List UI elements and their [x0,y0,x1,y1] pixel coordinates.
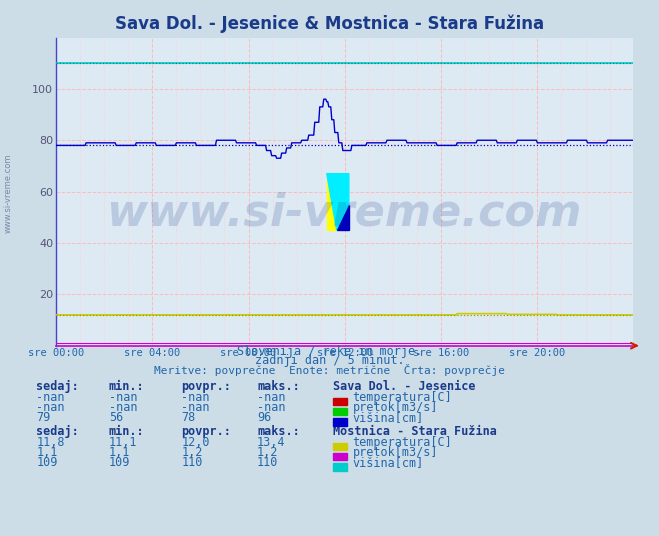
Text: min.:: min.: [109,425,144,438]
Text: 109: 109 [109,456,130,470]
Text: -nan: -nan [109,401,137,414]
Text: maks.:: maks.: [257,380,300,393]
Text: Mostnica - Stara Fužina: Mostnica - Stara Fužina [333,425,497,438]
Text: temperatura[C]: temperatura[C] [353,436,452,449]
Text: 1,1: 1,1 [109,446,130,459]
Text: maks.:: maks.: [257,425,300,438]
Text: 56: 56 [109,411,123,425]
Text: pretok[m3/s]: pretok[m3/s] [353,401,438,414]
Text: 1,2: 1,2 [257,446,278,459]
Text: 110: 110 [181,456,202,470]
Text: 11,8: 11,8 [36,436,65,449]
Text: temperatura[C]: temperatura[C] [353,391,452,404]
Text: -nan: -nan [36,391,65,404]
Text: višina[cm]: višina[cm] [353,411,424,425]
Text: 11,1: 11,1 [109,436,137,449]
Text: -nan: -nan [257,401,285,414]
Text: sedaj:: sedaj: [36,380,79,393]
Text: 78: 78 [181,411,196,425]
Text: -nan: -nan [257,391,285,404]
Text: 1,1: 1,1 [36,446,57,459]
Text: višina[cm]: višina[cm] [353,456,424,470]
Polygon shape [337,205,349,230]
Text: -nan: -nan [109,391,137,404]
Text: Slovenija / reke in morje.: Slovenija / reke in morje. [237,345,422,358]
Text: 12,0: 12,0 [181,436,210,449]
Text: 110: 110 [257,456,278,470]
Text: pretok[m3/s]: pretok[m3/s] [353,446,438,459]
Text: Meritve: povprečne  Enote: metrične  Črta: povprečje: Meritve: povprečne Enote: metrične Črta:… [154,364,505,376]
Text: www.si-vreme.com: www.si-vreme.com [3,153,13,233]
Text: povpr.:: povpr.: [181,425,231,438]
Polygon shape [327,174,349,230]
Text: 109: 109 [36,456,57,470]
Text: 13,4: 13,4 [257,436,285,449]
Text: 1,2: 1,2 [181,446,202,459]
Text: -nan: -nan [36,401,65,414]
Text: povpr.:: povpr.: [181,380,231,393]
Text: www.si-vreme.com: www.si-vreme.com [107,192,582,235]
Text: Sava Dol. - Jesenice & Mostnica - Stara Fužina: Sava Dol. - Jesenice & Mostnica - Stara … [115,15,544,33]
Text: 96: 96 [257,411,272,425]
Text: -nan: -nan [181,401,210,414]
Text: -nan: -nan [181,391,210,404]
Text: min.:: min.: [109,380,144,393]
Text: zadnji dan / 5 minut.: zadnji dan / 5 minut. [254,354,405,368]
Text: Sava Dol. - Jesenice: Sava Dol. - Jesenice [333,380,475,393]
Text: sedaj:: sedaj: [36,425,79,438]
Polygon shape [327,174,337,230]
Text: 79: 79 [36,411,51,425]
